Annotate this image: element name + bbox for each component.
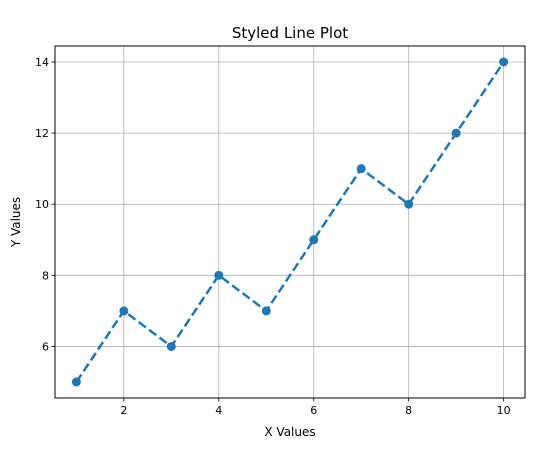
y-tick-label: 6 bbox=[42, 340, 49, 353]
data-point-marker bbox=[451, 128, 461, 138]
data-point-marker bbox=[404, 199, 414, 209]
data-point-marker bbox=[214, 270, 224, 280]
data-point-marker bbox=[261, 306, 271, 316]
y-tick-label: 14 bbox=[35, 56, 49, 69]
data-point-marker bbox=[309, 235, 319, 245]
data-point-marker bbox=[356, 164, 366, 174]
data-point-marker bbox=[499, 57, 509, 67]
x-tick-label: 8 bbox=[405, 404, 412, 417]
y-axis-ticks: 6 8 10 12 14 bbox=[35, 56, 55, 353]
grid-lines bbox=[55, 46, 525, 398]
x-tick-label: 4 bbox=[215, 404, 222, 417]
x-axis-ticks: 2 4 6 8 10 bbox=[120, 398, 511, 417]
x-tick-label: 6 bbox=[310, 404, 317, 417]
data-point-marker bbox=[166, 341, 176, 351]
x-axis-label: X Values bbox=[264, 425, 315, 439]
x-tick-label: 2 bbox=[120, 404, 127, 417]
y-tick-label: 10 bbox=[35, 198, 49, 211]
data-point-marker bbox=[119, 306, 129, 316]
data-point-marker bbox=[71, 377, 81, 387]
chart-title: Styled Line Plot bbox=[232, 24, 348, 42]
y-axis-label: Y Values bbox=[9, 197, 23, 248]
plot-area-frame bbox=[54, 45, 526, 399]
data-series bbox=[71, 57, 509, 387]
x-tick-label: 10 bbox=[497, 404, 511, 417]
y-tick-label: 8 bbox=[42, 269, 49, 282]
y-tick-label: 12 bbox=[35, 127, 49, 140]
series-line bbox=[75, 61, 505, 383]
